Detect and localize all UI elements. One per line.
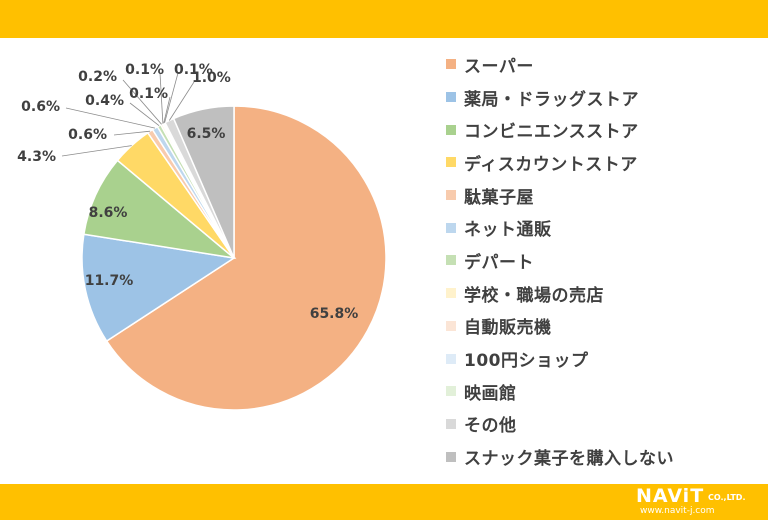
- data-label-13: 6.5%: [187, 126, 226, 142]
- leader-line-10: [163, 96, 171, 124]
- pie-chart: 65.8% 11.7% 8.6% 4.3% 0.6% 0.6% 0.4% 0.2% 0.1% 0.…: [17, 62, 387, 411]
- slice-13: [172, 105, 235, 259]
- legend-label: その他: [464, 416, 517, 437]
- data-label-8: 0.2%: [78, 69, 117, 85]
- data-label-12: 1.0%: [192, 70, 231, 86]
- data-label-9: 0.1%: [125, 62, 164, 78]
- leader-line-6: [65, 107, 156, 129]
- leader-line-7: [129, 102, 160, 127]
- data-labels: 65.8% 11.7% 8.6% 4.3% 0.6% 0.6% 0.4% 0.2% 0.1% 0.…: [17, 62, 358, 322]
- legend-swatch: [446, 190, 456, 201]
- leader-line-5: [113, 130, 151, 136]
- leader-line-12: [168, 81, 195, 121]
- legend-label: 駄菓子屋: [464, 187, 534, 208]
- legend-item-12: その他: [446, 408, 674, 441]
- navit-logo: NAViT CO.,LTD. www.navit-j.com: [632, 485, 762, 518]
- legend-label: デパート: [464, 252, 534, 273]
- data-label-5: 0.6%: [68, 127, 107, 143]
- legend-swatch: [446, 288, 456, 299]
- top-band: [0, 0, 768, 38]
- legend-swatch: [446, 320, 456, 331]
- data-label-1: 65.8%: [310, 306, 359, 322]
- legend-swatch: [446, 59, 456, 70]
- legend-item-13: スナック菓子を購入しない: [446, 440, 674, 473]
- legend-label: 学校・職場の売店: [464, 285, 604, 306]
- legend: スーパー薬局・ドラッグストア コンビニエンスストア ディスカウントストア 駄菓子屋ネッ…: [446, 48, 674, 473]
- data-label-6: 0.6%: [21, 99, 60, 115]
- legend-label: 映画館: [464, 383, 517, 404]
- legend-swatch: [446, 255, 456, 266]
- legend-swatch: [446, 124, 456, 135]
- legend-item-5: 駄菓子屋: [446, 179, 674, 212]
- leader-line-4: [61, 145, 132, 157]
- legend-item-9: 自動販売機: [446, 310, 674, 343]
- data-label-7: 0.4%: [85, 93, 124, 109]
- legend-label: スナック菓子を購入しない: [464, 449, 674, 470]
- legend-swatch: [446, 157, 456, 168]
- legend-swatch: [446, 418, 456, 429]
- legend-item-6: ネット通販: [446, 211, 674, 244]
- slice-1: [105, 105, 387, 411]
- legend-item-8: 学校・職場の売店: [446, 277, 674, 310]
- legend-item-1: スーパー: [446, 48, 674, 81]
- legend-item-7: デパート: [446, 244, 674, 277]
- pie-slices: [81, 105, 387, 411]
- leader-line-8: [122, 79, 162, 125]
- leader-line-11: [164, 72, 179, 123]
- legend-label: 自動販売機: [464, 318, 552, 339]
- legend-label: ネット通販: [464, 220, 552, 241]
- legend-item-11: 映画館: [446, 375, 674, 408]
- legend-label: 薬局・ドラッグストア: [464, 89, 639, 110]
- legend-item-3: コンビニエンスストア: [446, 113, 674, 146]
- legend-swatch: [446, 386, 456, 397]
- slice-2: [81, 233, 237, 343]
- data-label-10: 0.1%: [129, 86, 168, 102]
- legend-label: コンビニエンスストア: [464, 122, 639, 143]
- legend-swatch: [446, 92, 456, 103]
- legend-swatch: [446, 451, 456, 462]
- data-label-2: 11.7%: [85, 273, 134, 289]
- legend-item-2: 薬局・ドラッグストア: [446, 81, 674, 114]
- legend-swatch: [446, 222, 456, 233]
- leader-line-9: [159, 72, 164, 124]
- legend-label: ディスカウントストア: [464, 154, 638, 175]
- data-label-4: 4.3%: [17, 149, 56, 165]
- logo-suffix: CO.,LTD.: [708, 493, 746, 502]
- logo-url: www.navit-j.com: [640, 506, 715, 516]
- data-label-3: 8.6%: [89, 205, 128, 221]
- bottom-band: [0, 484, 768, 520]
- legend-item-4: ディスカウントストア: [446, 146, 674, 179]
- legend-swatch: [446, 353, 456, 364]
- logo-name: NAViT: [636, 485, 705, 507]
- legend-label: 100円ショップ: [464, 351, 589, 372]
- legend-label: スーパー: [464, 56, 534, 77]
- legend-item-10: 100円ショップ: [446, 342, 674, 375]
- data-label-11: 0.1%: [174, 62, 213, 78]
- leader-lines: [61, 72, 195, 157]
